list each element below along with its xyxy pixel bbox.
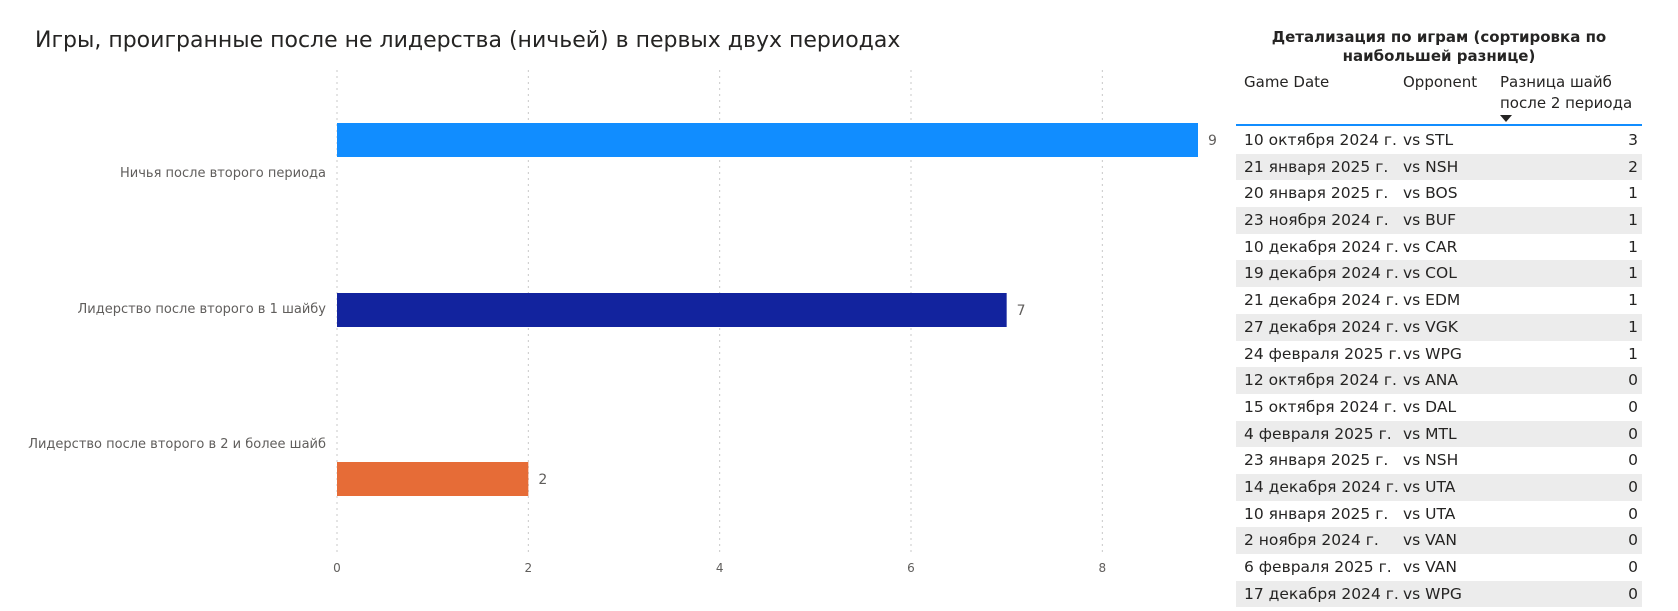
cell-opponent: vs VGK bbox=[1403, 317, 1458, 336]
cell-opponent: vs MTL bbox=[1403, 424, 1457, 443]
column-header-game-date[interactable]: Game Date bbox=[1244, 73, 1330, 91]
bar-1[interactable] bbox=[337, 123, 1198, 157]
table-row[interactable]: 17 декабря 2024 г. vs WPG 0 bbox=[1236, 580, 1642, 608]
table-row[interactable]: 21 декабря 2024 г. vs EDM 1 bbox=[1236, 287, 1642, 314]
bars: 9 Ничья после второго периода 7 Лидерство п… bbox=[28, 123, 1217, 496]
cell-goal-difference: 1 bbox=[1628, 344, 1638, 363]
table-body: 10 октября 2024 г. vs STL 3 21 января 2025 … bbox=[1236, 127, 1642, 608]
cell-goal-difference: 1 bbox=[1628, 264, 1638, 283]
table-row[interactable]: 21 января 2025 г. vs NSH 2 bbox=[1236, 153, 1642, 181]
cell-goal-difference: 0 bbox=[1628, 477, 1638, 496]
cell-goal-difference: 1 bbox=[1628, 291, 1638, 310]
cell-game-date: 14 декабря 2024 г. bbox=[1244, 477, 1399, 496]
table-row[interactable]: 23 ноября 2024 г. vs BUF 1 bbox=[1236, 207, 1642, 234]
cell-goal-difference: 0 bbox=[1628, 584, 1638, 603]
table-header: Game Date Opponent Разница шайб после 2 … bbox=[1236, 72, 1642, 126]
cell-opponent: vs WPG bbox=[1403, 584, 1462, 603]
table-row[interactable]: 20 января 2025 г. vs BOS 1 bbox=[1236, 180, 1642, 207]
cell-opponent: vs NSH bbox=[1403, 157, 1459, 176]
table-row[interactable]: 24 февраля 2025 г. vs WPG 1 bbox=[1236, 341, 1642, 368]
column-header-opponent[interactable]: Opponent bbox=[1403, 73, 1478, 91]
table-row[interactable]: 2 ноября 2024 г. vs VAN 0 bbox=[1236, 527, 1642, 554]
sort-descending-icon[interactable] bbox=[1500, 115, 1512, 122]
table-row[interactable]: 10 октября 2024 г. vs STL 3 bbox=[1236, 127, 1642, 154]
cell-opponent: vs VAN bbox=[1403, 531, 1457, 550]
cell-game-date: 15 октября 2024 г. bbox=[1244, 397, 1397, 416]
table-row[interactable]: 10 января 2025 г. vs UTA 0 bbox=[1236, 501, 1642, 528]
cell-game-date: 20 января 2025 г. bbox=[1244, 184, 1389, 203]
table-row[interactable]: 4 февраля 2025 г. vs MTL 0 bbox=[1236, 420, 1642, 448]
cell-opponent: vs DAL bbox=[1403, 397, 1457, 416]
column-header-goal-difference[interactable]: Разница шайб после 2 периода bbox=[1500, 73, 1633, 112]
x-tick-label: 4 bbox=[716, 561, 724, 575]
cell-game-date: 12 октября 2024 г. bbox=[1244, 371, 1397, 390]
cell-opponent: vs CAR bbox=[1403, 237, 1458, 256]
cell-game-date: 23 января 2025 г. bbox=[1244, 451, 1389, 470]
cell-opponent: vs BOS bbox=[1403, 184, 1458, 203]
cell-opponent: vs UTA bbox=[1403, 477, 1456, 496]
cell-opponent: vs EDM bbox=[1403, 291, 1461, 310]
bar-data-label: 2 bbox=[538, 472, 547, 488]
x-axis-ticks: 0 2 4 6 8 bbox=[333, 561, 1106, 575]
cell-game-date: 21 декабря 2024 г. bbox=[1244, 291, 1399, 310]
table-row[interactable]: 6 февраля 2025 г. vs VAN 0 bbox=[1236, 554, 1642, 581]
cell-opponent: vs COL bbox=[1403, 264, 1457, 283]
cell-opponent: vs STL bbox=[1403, 131, 1454, 149]
cell-goal-difference: 2 bbox=[1628, 157, 1638, 176]
cell-opponent: vs BUF bbox=[1403, 211, 1457, 230]
cell-game-date: 10 декабря 2024 г. bbox=[1244, 237, 1399, 256]
cell-goal-difference: 0 bbox=[1628, 371, 1638, 390]
table-row[interactable]: 23 января 2025 г. vs NSH 0 bbox=[1236, 447, 1642, 474]
bar-chart: 9 Ничья после второго периода 7 Лидерство п… bbox=[28, 70, 1217, 575]
table-title: Детализация по играм (сортировка по наиб… bbox=[1271, 28, 1607, 65]
table-row[interactable]: 15 октября 2024 г. vs DAL 0 bbox=[1236, 394, 1642, 421]
cell-game-date: 23 ноября 2024 г. bbox=[1244, 211, 1389, 230]
bar-3[interactable] bbox=[337, 462, 529, 496]
cell-game-date: 19 декабря 2024 г. bbox=[1244, 264, 1399, 283]
cell-goal-difference: 1 bbox=[1628, 184, 1638, 203]
cell-opponent: vs ANA bbox=[1403, 371, 1458, 390]
cell-game-date: 6 февраля 2025 г. bbox=[1244, 558, 1392, 576]
cell-goal-difference: 0 bbox=[1628, 397, 1638, 416]
category-label: Лидерство после второго в 1 шайбу bbox=[78, 302, 327, 317]
cell-goal-difference: 3 bbox=[1628, 131, 1638, 149]
cell-opponent: vs VAN bbox=[1403, 558, 1457, 576]
table-row[interactable]: 12 октября 2024 г. vs ANA 0 bbox=[1236, 367, 1642, 394]
bar-2[interactable] bbox=[337, 293, 1007, 327]
cell-goal-difference: 1 bbox=[1628, 211, 1638, 230]
x-tick-label: 2 bbox=[525, 561, 533, 575]
table-row[interactable]: 10 декабря 2024 г. vs CAR 1 bbox=[1236, 234, 1642, 261]
cell-goal-difference: 0 bbox=[1628, 424, 1638, 443]
cell-goal-difference: 0 bbox=[1628, 451, 1638, 470]
chart-title: Игры, проигранные после не лидерства (ни… bbox=[35, 28, 901, 53]
x-tick-label: 6 bbox=[907, 561, 915, 575]
cell-game-date: 21 января 2025 г. bbox=[1244, 157, 1389, 176]
cell-opponent: vs UTA bbox=[1403, 504, 1456, 523]
cell-game-date: 24 февраля 2025 г. bbox=[1244, 344, 1402, 363]
bar-data-label: 9 bbox=[1208, 133, 1217, 149]
cell-goal-difference: 1 bbox=[1628, 317, 1638, 336]
bar-data-label: 7 bbox=[1017, 303, 1026, 319]
cell-game-date: 17 декабря 2024 г. bbox=[1244, 584, 1399, 603]
cell-goal-difference: 0 bbox=[1628, 531, 1638, 550]
table-row[interactable]: 19 декабря 2024 г. vs COL 1 bbox=[1236, 260, 1642, 288]
cell-goal-difference: 0 bbox=[1628, 558, 1638, 576]
cell-opponent: vs WPG bbox=[1403, 344, 1462, 363]
cell-opponent: vs NSH bbox=[1403, 451, 1459, 470]
game-detail-table: Детализация по играм (сортировка по наиб… bbox=[1236, 28, 1642, 608]
category-label: Лидерство после второго в 2 и более шайб bbox=[28, 437, 326, 452]
table-row[interactable]: 27 декабря 2024 г. vs VGK 1 bbox=[1236, 313, 1642, 341]
table-row[interactable]: 14 декабря 2024 г. vs UTA 0 bbox=[1236, 473, 1642, 501]
x-tick-label: 0 bbox=[333, 561, 341, 575]
category-label: Ничья после второго периода bbox=[120, 166, 326, 181]
cell-game-date: 4 февраля 2025 г. bbox=[1244, 424, 1392, 443]
cell-game-date: 2 ноября 2024 г. bbox=[1244, 531, 1379, 550]
x-tick-label: 8 bbox=[1099, 561, 1107, 575]
cell-game-date: 10 октября 2024 г. bbox=[1244, 131, 1397, 149]
cell-game-date: 10 января 2025 г. bbox=[1244, 504, 1389, 523]
cell-game-date: 27 декабря 2024 г. bbox=[1244, 317, 1399, 336]
cell-goal-difference: 0 bbox=[1628, 504, 1638, 523]
cell-goal-difference: 1 bbox=[1628, 237, 1638, 256]
